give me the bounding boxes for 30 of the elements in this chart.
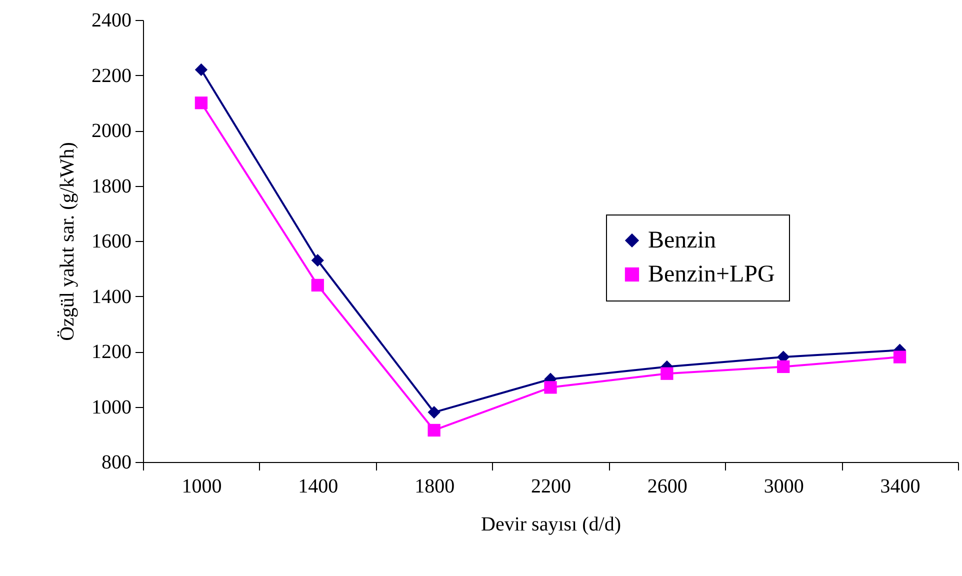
x-tick-label: 2600: [647, 476, 688, 498]
y-tick-label: 2400: [92, 10, 132, 32]
legend-label: Benzin+LPG: [648, 261, 775, 288]
point: [311, 254, 324, 267]
point: [194, 96, 208, 110]
x-tick-label: 1400: [298, 476, 338, 498]
point: [428, 406, 440, 419]
legend-label: Benzin: [648, 227, 716, 254]
point: [893, 350, 906, 364]
y-tick-label: 1000: [92, 396, 132, 418]
x-tick-label: 2200: [531, 476, 571, 498]
point: [428, 424, 440, 437]
y-tick-label: 1600: [92, 230, 132, 252]
point: [777, 360, 790, 374]
x-tick-label: 1000: [182, 476, 222, 498]
point: [660, 367, 674, 380]
y-tick-label: 800: [102, 452, 132, 474]
x-tick-label: 3000: [764, 476, 804, 498]
y-tick-label: 2200: [92, 64, 132, 87]
x-tick-label: 1800: [414, 476, 455, 498]
y-tick-label: 2000: [92, 120, 132, 142]
x-tick-label: 3400: [880, 476, 920, 498]
y-axis-title: Özgül yakıt sar. (g/kWh): [56, 142, 78, 341]
y-tick-label: 1800: [92, 175, 132, 198]
x-axis-title: Devir sayısı (d/d): [481, 514, 621, 536]
point: [194, 63, 208, 76]
point: [544, 381, 557, 394]
point: [311, 278, 324, 292]
y-tick-label: 1200: [92, 341, 132, 363]
y-tick-label: 1400: [92, 286, 132, 308]
